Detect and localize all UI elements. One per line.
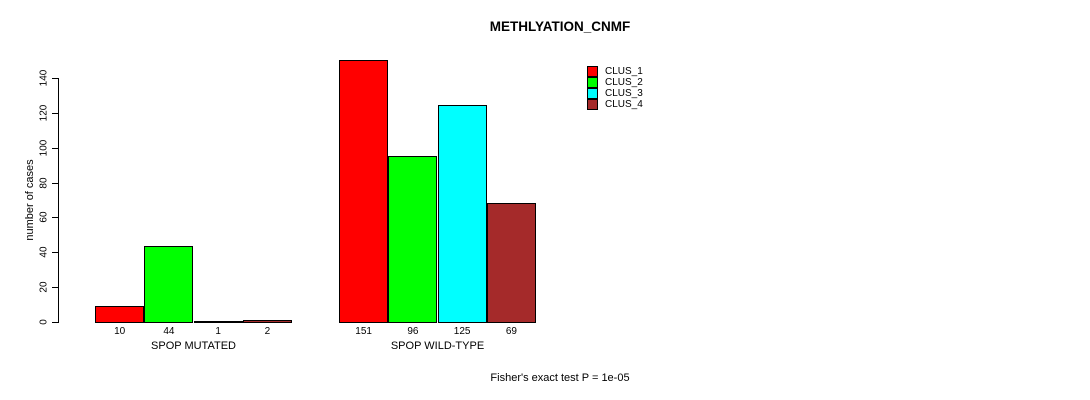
bar-value-label: 96	[407, 326, 419, 337]
bar-clus_4-1	[243, 320, 292, 323]
y-axis-tick	[52, 322, 58, 323]
y-axis-label: number of cases	[24, 159, 36, 241]
bar-clus_4-2	[487, 203, 536, 323]
bar-value-label: 2	[264, 326, 271, 337]
bar-value-label: 1	[215, 326, 221, 337]
y-axis-tick	[52, 217, 58, 218]
y-axis-tick-label: 120	[38, 104, 50, 122]
y-axis-tick-label: 100	[38, 139, 50, 157]
bar-clus_2-1	[144, 246, 193, 323]
y-axis-tick	[52, 148, 58, 149]
x-axis-group-label: SPOP MUTATED	[151, 340, 236, 352]
y-axis-tick	[52, 113, 58, 114]
bar-value-label: 44	[163, 326, 175, 337]
bar-clus_1-2	[339, 60, 388, 323]
y-axis-tick-label: 40	[38, 246, 50, 258]
y-axis-tick-label: 0	[38, 319, 50, 325]
legend-swatch-clus_4	[587, 99, 598, 110]
y-axis-tick	[52, 287, 58, 288]
bar-clus_1-1	[95, 306, 144, 323]
legend-item-clus_4: CLUS_4	[587, 99, 643, 110]
legend-label: CLUS_1	[605, 66, 643, 77]
legend-label: CLUS_4	[605, 99, 643, 110]
legend-swatch-clus_2	[587, 77, 598, 88]
legend-item-clus_3: CLUS_3	[587, 88, 643, 99]
bar-clus_2-2	[388, 156, 437, 323]
bar-clus_3-2	[438, 105, 487, 323]
y-axis-tick-label: 60	[38, 211, 50, 223]
legend-label: CLUS_3	[605, 88, 643, 99]
y-axis-tick-label: 20	[38, 281, 50, 293]
y-axis-tick-label: 140	[38, 69, 50, 87]
legend-swatch-clus_1	[587, 66, 598, 77]
stats-annotation: Fisher's exact test P = 1e-05	[490, 372, 630, 384]
bar-value-label: 69	[505, 326, 517, 337]
y-axis-tick	[52, 78, 58, 79]
legend-item-clus_2: CLUS_2	[587, 77, 643, 88]
legend-swatch-clus_3	[587, 88, 598, 99]
bar-value-label: 151	[355, 326, 372, 337]
chart-title: METHLYATION_CNMF	[489, 19, 631, 34]
bar-value-label: 10	[114, 326, 126, 337]
y-axis-tick	[52, 252, 58, 253]
legend-item-clus_1: CLUS_1	[587, 66, 643, 77]
y-axis-tick-label: 80	[38, 177, 50, 189]
y-axis-tick	[52, 183, 58, 184]
bar-value-label: 125	[453, 326, 471, 337]
bar-clus_3-1	[194, 321, 243, 323]
x-axis-group-label: SPOP WILD-TYPE	[390, 340, 485, 352]
legend-label: CLUS_2	[605, 77, 643, 88]
y-axis-line	[58, 78, 59, 323]
